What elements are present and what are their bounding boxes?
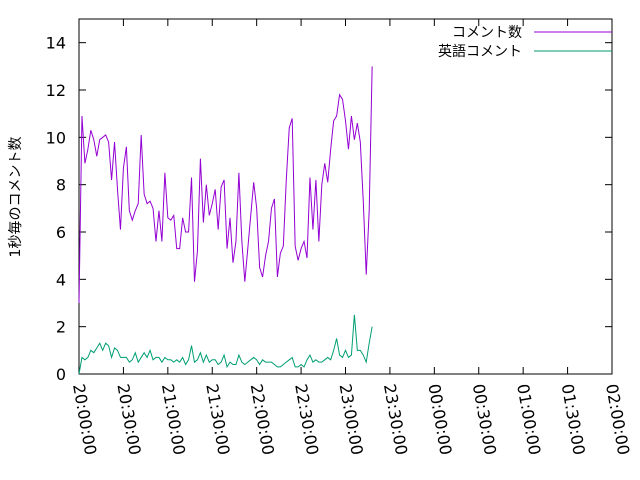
x-tick-label: 21:00:00 (158, 382, 189, 456)
y-tick-label: 10 (46, 128, 66, 147)
plot-frame (78, 18, 613, 375)
x-tick-label: 23:00:00 (336, 382, 367, 456)
legend-label: 英語コメント (438, 43, 522, 60)
y-tick-label: 8 (56, 176, 66, 195)
series-line (78, 314, 373, 375)
series-line (78, 66, 373, 304)
plot-border (78, 18, 613, 375)
x-tick-label: 22:30:00 (291, 382, 322, 456)
y-tick-label: 14 (46, 34, 66, 53)
x-tick-label: 02:00:00 (602, 382, 633, 456)
x-tick-label: 23:30:00 (380, 382, 411, 456)
series-2 (78, 314, 373, 375)
y-tick-label: 6 (56, 223, 66, 242)
x-tick-label: 00:30:00 (469, 382, 500, 456)
series-1 (78, 66, 373, 304)
y-tick-label: 2 (56, 318, 66, 337)
legend-label: コメント数 (452, 25, 522, 41)
x-tick-label: 20:00:00 (69, 382, 100, 456)
y-tick-label: 12 (46, 81, 66, 100)
y-tick-label: 4 (56, 270, 66, 289)
series-layer (78, 66, 373, 375)
x-tick-label: 20:30:00 (113, 382, 144, 456)
x-tick-label: 22:00:00 (247, 382, 278, 456)
y-axis-label: 1秒毎のコメント数 (8, 137, 24, 258)
y-axis: 0 2 4 6 8 10 12 14 (46, 34, 612, 384)
x-axis: 20:00:00 20:30:00 21:00:00 21:30:00 22:00:00… (69, 19, 633, 456)
y-tick-label: 0 (56, 365, 66, 384)
x-tick-label: 00:00:00 (424, 382, 455, 456)
x-tick-label: 21:30:00 (202, 382, 233, 456)
x-tick-label: 01:00:00 (513, 382, 544, 456)
x-tick-label: 01:30:00 (558, 382, 589, 456)
